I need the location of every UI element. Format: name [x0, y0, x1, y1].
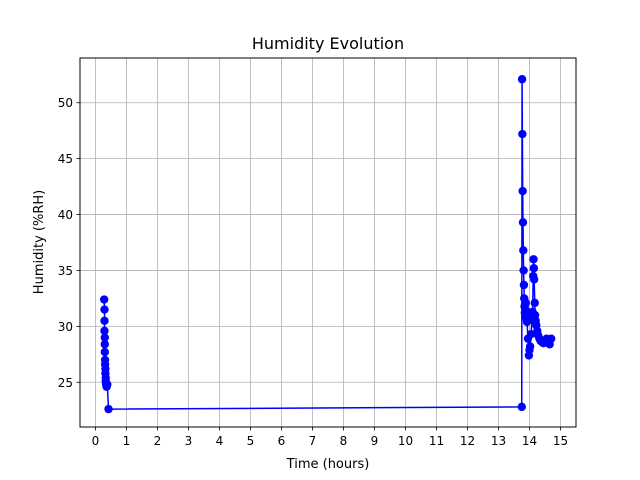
- data-point: [526, 329, 536, 339]
- y-tick-label: 45: [58, 152, 73, 166]
- x-tick-label: 14: [522, 434, 537, 448]
- y-tick-label: 25: [58, 376, 73, 390]
- x-tick-label: 4: [216, 434, 224, 448]
- x-tick-label: 9: [371, 434, 379, 448]
- grid: [80, 58, 576, 427]
- x-tick-label: 0: [92, 434, 100, 448]
- y-tick-label: 40: [58, 208, 73, 222]
- plot-frame: [79, 57, 577, 428]
- y-axis-ticks: 25 30 35 40 45 50: [58, 96, 80, 390]
- data-point: [517, 75, 527, 84]
- data-point: [521, 298, 530, 308]
- data-point: [518, 218, 528, 227]
- x-tick-label: 2: [154, 434, 162, 448]
- data-point: [100, 340, 110, 349]
- x-tick-label: 12: [460, 434, 475, 448]
- data-point: [518, 129, 527, 139]
- data-point: [100, 305, 109, 314]
- data-point: [100, 333, 110, 342]
- y-tick-label: 30: [58, 320, 73, 334]
- x-tick-label: 13: [491, 434, 506, 448]
- x-axis-label: Time (hours): [286, 457, 370, 472]
- series-line: [103, 78, 552, 410]
- x-tick-label: 6: [278, 434, 286, 448]
- y-tick-label: 35: [58, 264, 73, 278]
- data-point: [519, 266, 528, 275]
- series-layer: [99, 75, 556, 414]
- data-point: [547, 334, 556, 343]
- data-point: [530, 298, 539, 308]
- y-axis-label: Humidity (%RH): [32, 190, 47, 294]
- x-axis-ticks: 0 1 2 3 4 5 6 7 8 9 10 11 12 13 14 15: [92, 427, 568, 448]
- data-point: [99, 295, 109, 304]
- data-point: [104, 404, 113, 414]
- data-point: [517, 402, 526, 412]
- data-point: [518, 186, 527, 196]
- data-point: [529, 264, 539, 273]
- x-tick-label: 5: [247, 434, 255, 448]
- x-tick-label: 15: [553, 434, 568, 448]
- data-point: [529, 255, 538, 264]
- data-point: [529, 275, 539, 284]
- x-tick-label: 8: [340, 434, 348, 448]
- data-point: [525, 342, 535, 351]
- data-point: [519, 280, 529, 290]
- x-tick-label: 1: [123, 434, 131, 448]
- data-point: [522, 310, 531, 320]
- x-tick-label: 10: [398, 434, 413, 448]
- data-point: [519, 246, 528, 255]
- chart-title: Humidity Evolution: [252, 34, 404, 53]
- x-tick-label: 11: [429, 434, 444, 448]
- x-tick-label: 3: [185, 434, 193, 448]
- y-tick-label: 50: [58, 96, 73, 110]
- data-point: [103, 380, 112, 389]
- data-point: [100, 347, 110, 357]
- data-point: [100, 326, 109, 336]
- x-tick-label: 7: [309, 434, 317, 448]
- data-point: [100, 316, 109, 325]
